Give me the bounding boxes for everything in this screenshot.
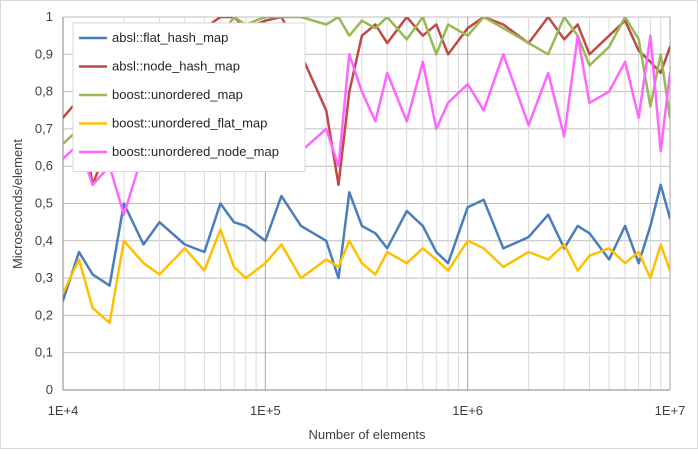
series-line (63, 183, 670, 302)
x-tick-label: 1E+4 (48, 403, 79, 418)
legend-label: boost::unordered_node_map (112, 144, 279, 159)
axes: 0 0,1 0,2 0,3 0,4 0,5 0,6 0,7 0,8 0,9 1 1E+4 1E+5 1E+… (35, 9, 685, 418)
y-tick-label: 0,8 (35, 84, 53, 99)
y-tick-label: 0,5 (35, 196, 53, 211)
x-tick-label: 1E+7 (655, 403, 686, 418)
y-tick-label: 1 (46, 9, 53, 24)
x-tick-label: 1E+5 (250, 403, 281, 418)
y-tick-label: 0,4 (35, 233, 53, 248)
legend-box (72, 22, 306, 172)
y-axis-title: Microseconds/element (10, 139, 25, 269)
y-tick-label: 0,1 (35, 345, 53, 360)
legend-label: boost::unordered_flat_map (112, 116, 267, 131)
legend-label: boost::unordered_map (112, 87, 243, 102)
x-tick-label: 1E+6 (452, 403, 483, 418)
legend-label: absl::node_hash_map (112, 59, 240, 74)
series-line (63, 228, 670, 325)
x-axis-title: Number of elements (308, 427, 426, 442)
legend: absl::flat_hash_mapabsl::node_hash_mapbo… (72, 22, 306, 172)
legend-label: absl::flat_hash_map (112, 30, 228, 45)
y-tick-label: 0,3 (35, 270, 53, 285)
y-tick-label: 0 (46, 382, 53, 397)
y-tick-label: 0,6 (35, 158, 53, 173)
y-tick-label: 0,2 (35, 307, 53, 322)
y-tick-label: 0,7 (35, 121, 53, 136)
y-tick-label: 0,9 (35, 46, 53, 61)
